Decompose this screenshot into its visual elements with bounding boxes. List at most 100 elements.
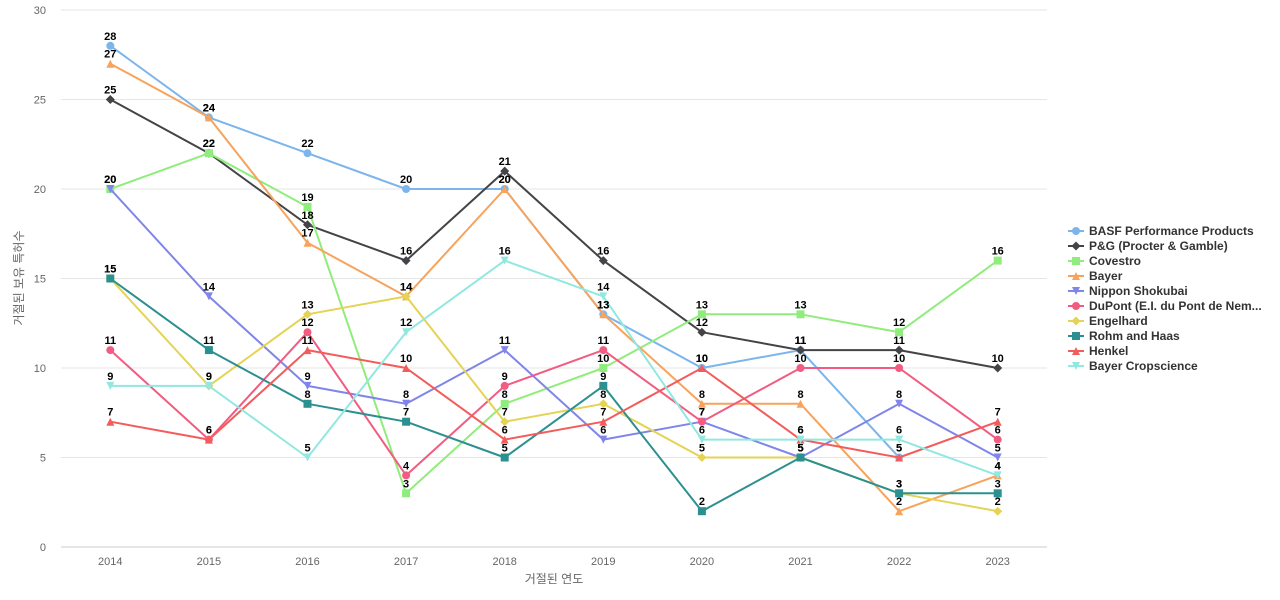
data-point[interactable] [402,364,411,372]
data-point[interactable] [697,310,706,319]
legend-marker[interactable] [1072,287,1080,295]
data-point[interactable] [500,417,510,427]
series-line[interactable] [109,349,999,459]
data-point[interactable] [303,381,312,390]
data-point[interactable] [402,417,411,426]
data-point[interactable] [500,185,509,193]
data-point[interactable] [402,471,411,480]
data-point[interactable] [993,489,1002,498]
legend-marker[interactable] [1071,316,1081,326]
legend-item[interactable]: BASF Performance Products [1068,224,1254,238]
data-point[interactable] [500,453,509,462]
data-point[interactable] [993,435,1002,444]
data-point[interactable] [303,202,312,211]
data-point[interactable] [303,238,312,247]
data-point[interactable] [500,381,509,390]
legend-marker[interactable] [1072,362,1080,370]
data-point[interactable] [796,435,805,444]
data-point[interactable] [894,345,904,355]
legend-item[interactable]: Covestro [1068,254,1141,268]
data-point[interactable] [303,309,312,319]
data-point[interactable] [500,256,509,265]
data-point[interactable] [895,507,904,516]
data-point[interactable] [204,346,213,355]
data-point[interactable] [204,435,213,444]
data-point[interactable] [303,328,312,337]
series-line[interactable] [109,62,999,513]
legend-marker[interactable] [1072,332,1080,340]
legend-item[interactable]: Bayer [1068,269,1123,283]
data-point[interactable] [599,346,608,355]
data-point[interactable] [401,256,411,266]
data-point[interactable] [796,364,805,372]
legend-item[interactable]: Bayer Cropscience [1068,359,1198,373]
data-point[interactable] [500,166,510,176]
legend-marker[interactable] [1072,227,1080,235]
data-point[interactable] [106,274,115,283]
data-point[interactable] [697,327,707,337]
data-point[interactable] [204,292,213,301]
data-point[interactable] [402,185,411,193]
series-line[interactable] [109,98,999,369]
data-point[interactable] [599,292,608,301]
data-point[interactable] [796,453,805,462]
legend-marker[interactable] [1071,241,1081,251]
data-point[interactable] [500,346,509,355]
data-point[interactable] [599,435,608,444]
data-point[interactable] [697,364,706,372]
legend-marker[interactable] [1072,302,1080,310]
data-point[interactable] [598,399,608,409]
data-point[interactable] [105,95,115,104]
data-point[interactable] [895,435,904,444]
data-point[interactable] [895,399,904,408]
data-point[interactable] [401,291,411,301]
data-point[interactable] [796,310,805,319]
data-point[interactable] [303,453,312,462]
data-point[interactable] [204,113,213,122]
data-point[interactable] [796,399,805,408]
legend-marker[interactable] [1072,272,1080,280]
data-point[interactable] [599,310,608,319]
data-point[interactable] [204,381,213,390]
data-point[interactable] [500,435,509,444]
data-point[interactable] [895,489,904,498]
data-point[interactable] [303,399,312,408]
data-point[interactable] [697,453,707,462]
data-point[interactable] [697,435,706,444]
legend-item[interactable]: DuPont (E.I. du Pont de Nem... [1068,299,1262,313]
data-point[interactable] [106,41,115,50]
legend-item[interactable]: Nippon Shokubai [1068,284,1188,298]
data-point[interactable] [204,149,213,158]
series-line[interactable] [109,331,999,477]
data-point[interactable] [895,328,904,337]
series-line[interactable] [109,277,999,513]
data-point[interactable] [106,185,115,193]
legend-item[interactable]: Rohm and Haas [1068,329,1180,343]
data-point[interactable] [599,417,608,426]
data-point[interactable] [402,328,411,337]
data-point[interactable] [106,346,115,355]
data-point[interactable] [303,220,312,230]
data-point[interactable] [993,506,1003,516]
data-point[interactable] [697,417,706,426]
legend-marker[interactable] [1072,257,1080,265]
data-point[interactable] [599,381,608,390]
data-point[interactable] [106,59,115,68]
data-point[interactable] [993,417,1002,426]
data-point[interactable] [598,256,608,266]
series-line[interactable] [109,152,999,495]
legend-item[interactable]: Henkel [1068,344,1128,358]
series-line[interactable] [109,259,999,477]
data-point[interactable] [599,364,608,372]
data-point[interactable] [895,364,904,372]
data-point[interactable] [697,507,706,516]
data-point[interactable] [895,453,904,462]
data-point[interactable] [106,381,115,390]
series-line[interactable] [109,188,999,459]
data-point[interactable] [993,453,1002,462]
legend-item[interactable]: P&G (Procter & Gamble) [1068,239,1228,253]
data-point[interactable] [303,346,312,355]
data-point[interactable] [993,256,1002,265]
data-point[interactable] [500,399,509,408]
